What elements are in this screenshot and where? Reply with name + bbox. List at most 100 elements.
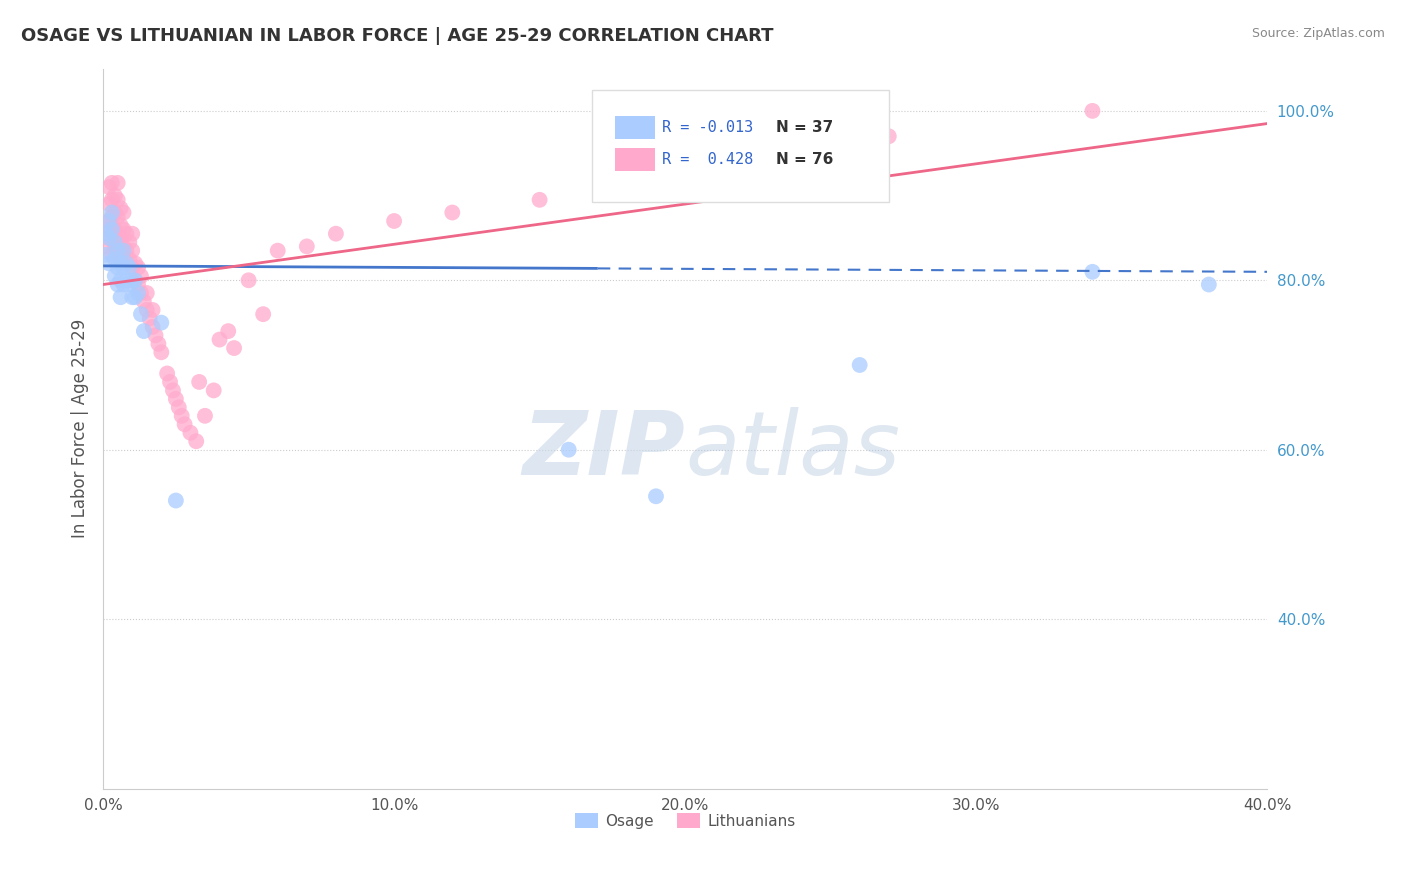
Point — [441, 205, 464, 219]
Point — [148, 336, 170, 351]
Point — [110, 273, 132, 287]
Point — [104, 239, 127, 253]
Point — [121, 227, 143, 241]
Point — [112, 260, 135, 275]
Point — [115, 256, 138, 270]
Point — [135, 302, 157, 317]
Point — [1198, 277, 1220, 292]
Point — [101, 227, 124, 241]
Point — [121, 260, 143, 275]
Point — [145, 328, 167, 343]
Point — [101, 205, 124, 219]
Point — [101, 210, 124, 224]
Point — [142, 319, 165, 334]
Point — [107, 176, 129, 190]
Point — [124, 256, 146, 270]
Point — [173, 417, 195, 432]
Point — [121, 290, 143, 304]
Point — [165, 392, 187, 406]
Point — [118, 260, 141, 275]
FancyBboxPatch shape — [592, 90, 889, 202]
Point — [129, 307, 152, 321]
Point — [124, 273, 146, 287]
Point — [101, 176, 124, 190]
Point — [121, 273, 143, 287]
Point — [107, 277, 129, 292]
Point — [104, 188, 127, 202]
Point — [94, 222, 117, 236]
Text: N = 37: N = 37 — [776, 120, 834, 135]
Point — [112, 222, 135, 236]
Point — [110, 256, 132, 270]
Point — [1081, 265, 1104, 279]
Point — [97, 231, 120, 245]
Point — [194, 409, 217, 423]
Point — [124, 273, 146, 287]
Point — [135, 285, 157, 300]
Point — [186, 434, 208, 449]
Point — [97, 180, 120, 194]
Legend: Osage, Lithuanians: Osage, Lithuanians — [568, 806, 801, 835]
Point — [129, 285, 152, 300]
Point — [179, 425, 201, 440]
FancyBboxPatch shape — [616, 148, 655, 170]
Point — [848, 358, 870, 372]
Point — [127, 285, 149, 300]
Point — [118, 277, 141, 292]
Point — [112, 244, 135, 258]
Point — [94, 248, 117, 262]
Point — [142, 302, 165, 317]
Text: Source: ZipAtlas.com: Source: ZipAtlas.com — [1251, 27, 1385, 40]
Point — [104, 222, 127, 236]
Point — [110, 290, 132, 304]
Point — [101, 193, 124, 207]
Point — [112, 205, 135, 219]
Point — [165, 493, 187, 508]
Text: atlas: atlas — [685, 407, 900, 493]
Point — [150, 345, 173, 359]
Point — [107, 244, 129, 258]
Point — [167, 401, 190, 415]
Point — [101, 222, 124, 236]
Point — [529, 193, 551, 207]
Point — [267, 244, 290, 258]
Point — [121, 244, 143, 258]
Point — [877, 129, 900, 144]
Point — [645, 489, 668, 503]
Point — [382, 214, 405, 228]
Point — [110, 235, 132, 249]
Point — [557, 442, 579, 457]
Point — [107, 260, 129, 275]
Y-axis label: In Labor Force | Age 25-29: In Labor Force | Age 25-29 — [72, 319, 89, 538]
Point — [107, 193, 129, 207]
Point — [110, 202, 132, 216]
Point — [325, 227, 347, 241]
Point — [115, 273, 138, 287]
Point — [107, 244, 129, 258]
Text: R = -0.013: R = -0.013 — [662, 120, 754, 135]
Point — [150, 316, 173, 330]
Point — [1081, 103, 1104, 118]
Point — [129, 268, 152, 283]
Point — [124, 290, 146, 304]
Point — [104, 205, 127, 219]
Text: ZIP: ZIP — [523, 407, 685, 493]
Point — [138, 311, 160, 326]
Point — [97, 214, 120, 228]
Text: N = 76: N = 76 — [776, 152, 834, 167]
Point — [110, 252, 132, 266]
Point — [94, 239, 117, 253]
Point — [188, 375, 211, 389]
Point — [118, 252, 141, 266]
Point — [104, 252, 127, 266]
Point — [97, 214, 120, 228]
Text: R =  0.428: R = 0.428 — [662, 152, 754, 167]
Point — [127, 277, 149, 292]
Point — [104, 268, 127, 283]
Point — [97, 256, 120, 270]
FancyBboxPatch shape — [616, 116, 655, 139]
Point — [127, 260, 149, 275]
Point — [159, 375, 181, 389]
Point — [115, 227, 138, 241]
Point — [112, 277, 135, 292]
